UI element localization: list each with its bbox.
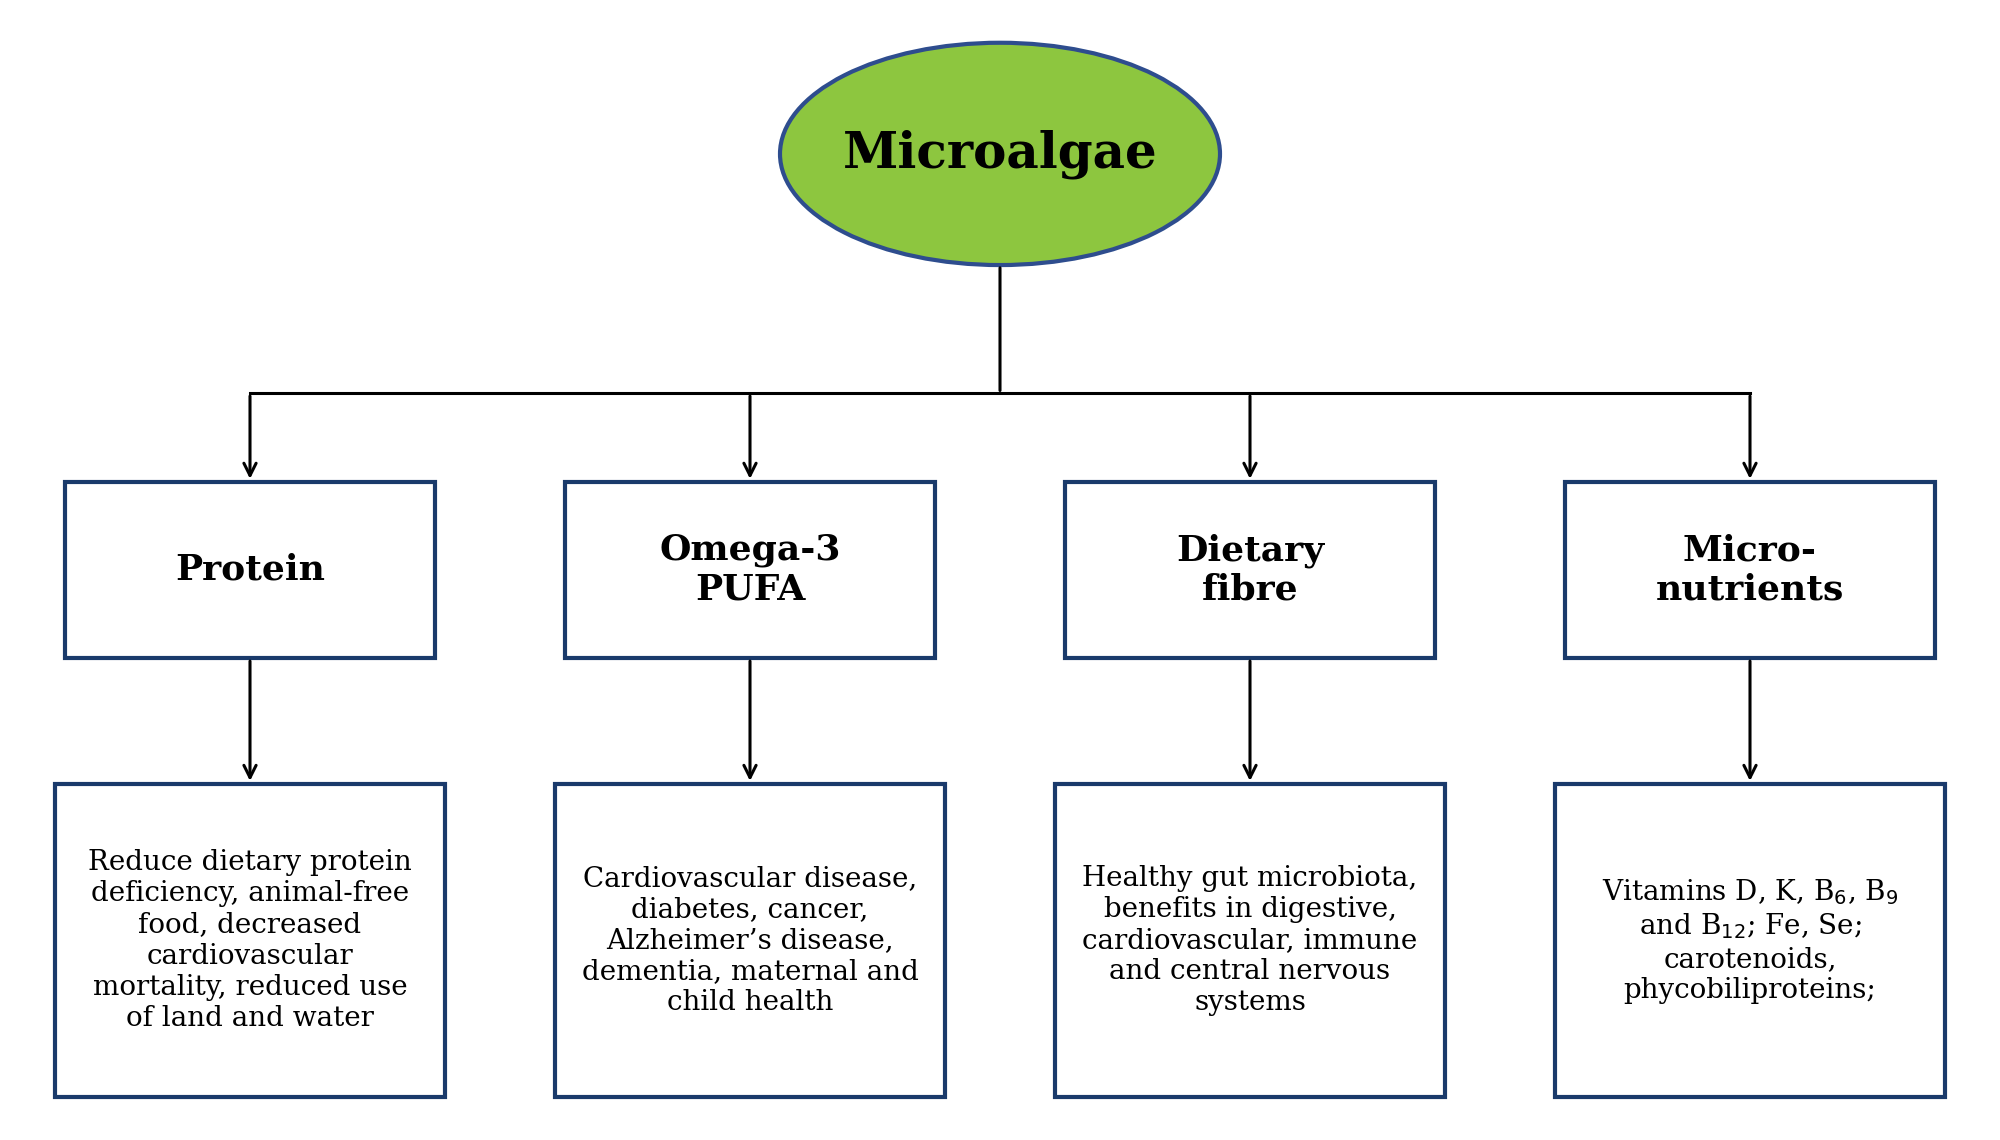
Text: Omega-3
PUFA: Omega-3 PUFA bbox=[660, 534, 840, 606]
FancyBboxPatch shape bbox=[54, 784, 444, 1097]
FancyBboxPatch shape bbox=[566, 481, 934, 659]
FancyBboxPatch shape bbox=[1556, 784, 1944, 1097]
FancyBboxPatch shape bbox=[1056, 784, 1444, 1097]
Text: Micro-
nutrients: Micro- nutrients bbox=[1656, 534, 1844, 606]
FancyBboxPatch shape bbox=[64, 481, 436, 659]
Text: Dietary
fibre: Dietary fibre bbox=[1176, 534, 1324, 606]
FancyBboxPatch shape bbox=[1564, 481, 1936, 659]
Text: Reduce dietary protein
deficiency, animal-free
food, decreased
cardiovascular
mo: Reduce dietary protein deficiency, anima… bbox=[88, 849, 412, 1032]
Text: Protein: Protein bbox=[176, 553, 324, 587]
FancyBboxPatch shape bbox=[1064, 481, 1436, 659]
Text: Vitamins D, K, B$_6$, B$_9$
and B$_{12}$; Fe, Se;
carotenoids,
phycobiliproteins: Vitamins D, K, B$_6$, B$_9$ and B$_{12}$… bbox=[1602, 877, 1898, 1004]
Ellipse shape bbox=[780, 42, 1220, 264]
FancyBboxPatch shape bbox=[554, 784, 946, 1097]
Text: Cardiovascular disease,
diabetes, cancer,
Alzheimer’s disease,
dementia, materna: Cardiovascular disease, diabetes, cancer… bbox=[582, 864, 918, 1017]
Text: Microalgae: Microalgae bbox=[842, 129, 1158, 179]
Text: Healthy gut microbiota,
benefits in digestive,
cardiovascular, immune
and centra: Healthy gut microbiota, benefits in dige… bbox=[1082, 864, 1418, 1017]
